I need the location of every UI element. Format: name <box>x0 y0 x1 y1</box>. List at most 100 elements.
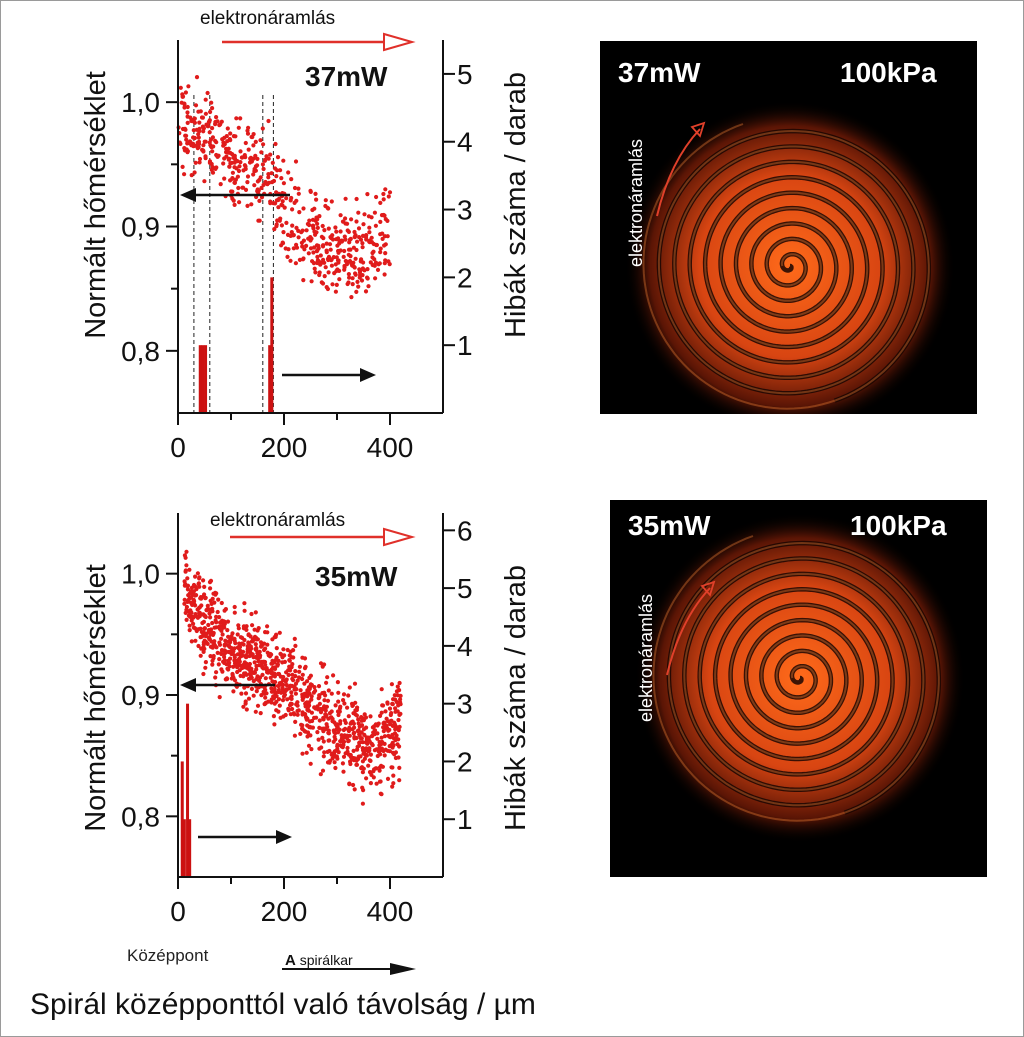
flow-arrow-head <box>383 32 416 52</box>
data-point <box>309 710 314 715</box>
data-point <box>276 687 281 693</box>
data-point <box>187 141 192 146</box>
data-point <box>289 195 294 201</box>
data-point <box>391 781 396 786</box>
data-point <box>192 170 197 175</box>
data-point <box>246 125 251 130</box>
data-point <box>271 665 276 670</box>
data-point <box>392 693 397 698</box>
data-point <box>362 712 367 717</box>
data-point <box>189 173 194 178</box>
data-point <box>227 664 232 669</box>
y2-tick-label: 2 <box>457 746 473 777</box>
flow-label: elektronáramlás <box>210 510 345 531</box>
data-point <box>191 589 196 594</box>
data-point <box>284 683 289 688</box>
data-point <box>257 655 262 660</box>
data-point <box>320 735 325 741</box>
data-point <box>253 610 258 615</box>
data-point <box>302 681 307 686</box>
data-point <box>296 235 301 240</box>
data-point <box>186 593 191 598</box>
data-point <box>255 156 260 161</box>
data-point <box>353 271 358 276</box>
data-point <box>356 754 361 759</box>
spiral-arm-label-bold: A <box>285 952 296 969</box>
data-point <box>393 727 398 732</box>
data-point <box>364 776 369 781</box>
data-point <box>368 752 373 757</box>
data-point <box>373 223 378 228</box>
data-point <box>183 90 188 95</box>
data-point <box>274 699 279 704</box>
data-point <box>358 273 363 278</box>
data-point <box>345 705 350 710</box>
data-point <box>185 150 190 155</box>
data-point <box>236 168 242 174</box>
data-point <box>378 250 383 255</box>
data-point <box>210 662 215 667</box>
thermal-power-label: 37mW <box>618 57 701 88</box>
thermal-flow-label: elektronáramlás <box>626 138 646 267</box>
data-point <box>323 265 328 270</box>
data-point <box>375 267 381 272</box>
data-point <box>290 223 295 228</box>
data-point <box>219 636 224 641</box>
data-point <box>308 189 313 194</box>
data-point <box>370 255 375 260</box>
data-point <box>356 728 361 733</box>
data-point <box>388 722 393 727</box>
data-point <box>377 261 382 266</box>
data-point <box>382 272 387 277</box>
data-point <box>297 664 302 669</box>
data-point <box>388 735 393 740</box>
data-point <box>237 164 242 169</box>
data-point <box>356 721 361 726</box>
data-point <box>364 752 369 758</box>
data-point <box>270 679 275 684</box>
data-point <box>201 578 206 583</box>
data-point <box>312 715 317 721</box>
data-point <box>300 710 305 715</box>
thermal-flow-label: elektronáramlás <box>636 593 656 722</box>
data-point <box>182 172 187 177</box>
data-point <box>230 152 235 157</box>
data-point <box>383 187 388 192</box>
data-point <box>277 630 282 635</box>
data-point <box>199 115 205 120</box>
data-point <box>337 277 342 282</box>
data-point <box>222 654 227 660</box>
data-point <box>342 718 347 723</box>
data-point <box>266 699 271 704</box>
data-point <box>251 143 256 148</box>
data-point <box>348 761 353 767</box>
data-point <box>197 160 202 165</box>
data-point <box>396 755 401 760</box>
y2-tick-label: 6 <box>457 515 473 546</box>
data-point <box>209 100 214 105</box>
data-point <box>195 146 200 151</box>
data-point <box>329 263 334 268</box>
data-point <box>263 695 268 700</box>
data-point <box>232 165 237 170</box>
data-point <box>359 278 365 283</box>
data-point <box>333 703 338 708</box>
data-point <box>214 670 219 675</box>
y-tick-label: 0,8 <box>121 336 160 367</box>
y2-tick-label: 1 <box>457 804 473 835</box>
data-point <box>202 584 207 590</box>
data-point <box>187 567 192 572</box>
data-point <box>361 788 366 793</box>
data-point <box>222 608 227 613</box>
data-point <box>217 695 222 700</box>
data-point <box>258 138 263 143</box>
data-point <box>187 623 192 628</box>
data-point <box>294 702 299 707</box>
data-point <box>238 116 243 121</box>
data-point <box>237 659 242 664</box>
data-point <box>229 676 234 681</box>
data-point <box>324 713 329 718</box>
data-point <box>362 268 367 273</box>
data-point <box>232 202 237 207</box>
